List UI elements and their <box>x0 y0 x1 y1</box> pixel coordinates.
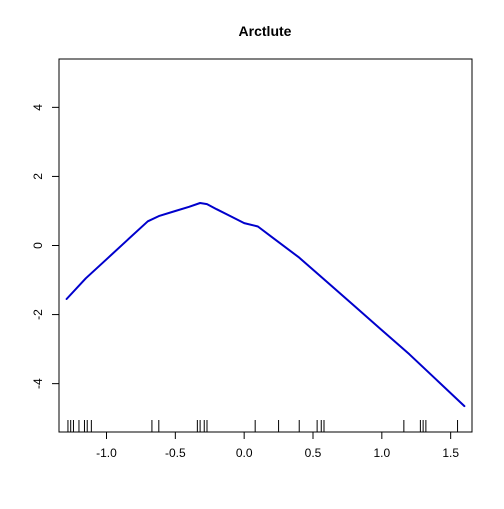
x-axis: -1.0 -0.5 0.0 0.5 1.0 1.5 <box>96 431 459 460</box>
y-tick-label: 2 <box>31 173 45 180</box>
series-layer <box>65 202 466 408</box>
y-tick-label: 0 <box>31 242 45 249</box>
x-tick-label: 1.0 <box>373 446 390 460</box>
y-axis: -4 -2 0 2 4 <box>31 104 60 389</box>
x-tick-label: 0.5 <box>305 446 322 460</box>
x-tick-label: -1.0 <box>96 446 117 460</box>
x-tick-label: -0.5 <box>165 446 186 460</box>
chart-title: Arctlute <box>239 23 292 39</box>
series-line <box>65 202 466 408</box>
y-tick-label: 4 <box>31 104 45 111</box>
x-tick-label: 0.0 <box>236 446 253 460</box>
y-tick-label: -4 <box>31 378 45 389</box>
rug-marks <box>67 420 459 432</box>
y-tick-label: -2 <box>31 309 45 320</box>
x-tick-label: 1.5 <box>442 446 459 460</box>
